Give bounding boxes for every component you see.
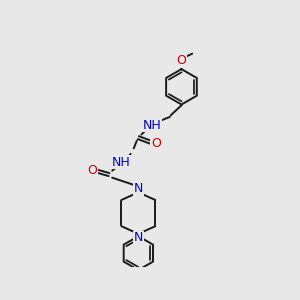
Text: NH: NH [112, 156, 131, 169]
Text: N: N [134, 231, 143, 244]
Text: O: O [151, 136, 161, 149]
Text: NH: NH [143, 119, 162, 132]
Text: N: N [134, 182, 143, 195]
Text: O: O [176, 54, 186, 67]
Text: O: O [87, 164, 97, 177]
Text: N: N [134, 182, 143, 195]
